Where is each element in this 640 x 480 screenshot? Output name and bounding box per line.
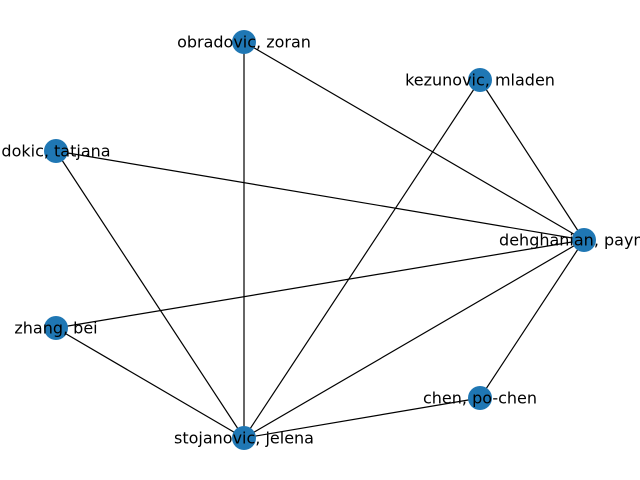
- node-label-kezunovic: kezunovic, mladen: [405, 71, 555, 90]
- node-dokic: [44, 139, 68, 163]
- node-label-stojanovic: stojanovic, jelena: [174, 429, 314, 448]
- edge-kezunovic-stojanovic: [243, 79, 481, 439]
- node-stojanovic: [232, 426, 256, 450]
- edge-dehghanian-chen: [479, 239, 585, 399]
- node-label-dokic: dokic, tatjana: [1, 142, 110, 161]
- edge-dehghanian-zhang: [55, 239, 585, 329]
- nodes-layer: [44, 30, 596, 450]
- node-label-chen: chen, po-chen: [423, 389, 537, 408]
- node-label-obradovic: obradovic, zoran: [177, 33, 311, 52]
- node-zhang: [44, 316, 68, 340]
- edge-dehghanian-stojanovic: [243, 239, 585, 439]
- edge-dokic-dehghanian: [55, 150, 585, 241]
- edge-kezunovic-dehghanian: [479, 79, 585, 241]
- node-dehghanian: [572, 228, 596, 252]
- labels-layer: obradovic, zoran kezunovic, mladen dokic, …: [1, 33, 640, 448]
- edge-obradovic-dehghanian: [243, 41, 585, 241]
- node-kezunovic: [468, 68, 492, 92]
- node-label-dehghanian: dehghanian, payman: [499, 231, 640, 250]
- edge-zhang-stojanovic: [55, 327, 245, 439]
- edge-dokic-stojanovic: [55, 150, 245, 439]
- edge-chen-stojanovic: [243, 397, 481, 439]
- edges-layer: [55, 41, 585, 439]
- node-chen: [468, 386, 492, 410]
- node-label-zhang: zhang, bei: [14, 319, 97, 338]
- node-obradovic: [232, 30, 256, 54]
